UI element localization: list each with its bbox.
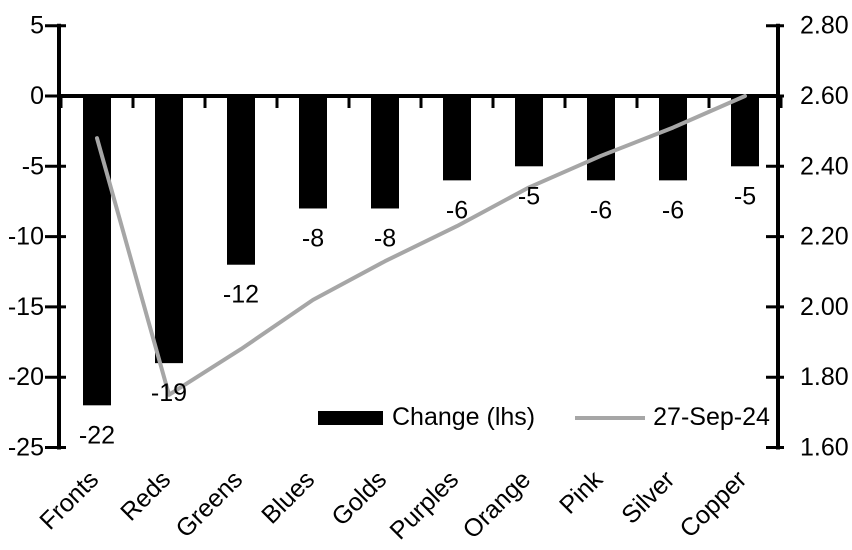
bar-value-label: -22	[79, 421, 115, 449]
bar-pink	[587, 96, 615, 181]
left-axis-tick-label: -15	[8, 293, 44, 321]
category-label-greens: Greens	[170, 465, 248, 543]
category-label-fronts: Fronts	[34, 465, 104, 535]
bar-value-label: -6	[662, 196, 684, 224]
bar-fronts	[83, 96, 111, 406]
line-series-swatch	[575, 415, 646, 420]
category-label-pink: Pink	[554, 465, 609, 520]
bar-value-label: -5	[518, 182, 540, 210]
bar-blues	[299, 96, 327, 209]
bar-value-label: -5	[734, 182, 756, 210]
bar-value-label: -12	[223, 281, 259, 309]
bar-reds	[155, 96, 183, 364]
category-label-orange: Orange	[457, 465, 536, 544]
category-label-blues: Blues	[256, 465, 320, 529]
bar-greens	[227, 96, 255, 265]
line-series	[95, 94, 747, 397]
category-label-copper: Copper	[674, 465, 752, 543]
bar-orange	[515, 96, 543, 167]
right-axis-tick-label: 1.80	[800, 363, 849, 391]
chart-legend: Change (lhs) 27-Sep-24	[318, 403, 770, 432]
bar-purples	[443, 96, 471, 181]
bar-copper	[731, 96, 759, 167]
bar-value-label: -6	[590, 196, 612, 224]
bar-value-label: -6	[446, 196, 468, 224]
legend-item-date: 27-Sep-24	[575, 403, 770, 432]
bar-series-swatch	[318, 410, 383, 425]
bar-value-label: -8	[302, 224, 324, 252]
category-label-golds: Golds	[326, 465, 392, 531]
left-axis-tick-label: -25	[8, 434, 44, 462]
bar-golds	[371, 96, 399, 209]
left-axis-tick-label: -5	[22, 152, 44, 180]
legend-label-change: Change (lhs)	[392, 403, 536, 431]
right-axis-tick-label: 2.60	[800, 82, 849, 110]
left-axis-tick-label: 0	[30, 82, 44, 110]
legend-item-change: Change (lhs)	[318, 403, 535, 432]
right-axis-tick-label: 2.20	[800, 223, 849, 251]
category-label-reds: Reds	[115, 465, 176, 526]
right-axis-tick-label: 2.80	[800, 12, 849, 40]
bar-silver	[659, 96, 687, 181]
category-label-silver: Silver	[616, 465, 680, 529]
right-axis-tick-label: 2.00	[800, 293, 849, 321]
right-axis-tick-label: 1.60	[800, 434, 849, 462]
left-axis-tick-label: 5	[30, 12, 44, 40]
left-axis-tick-label: -20	[8, 363, 44, 391]
bar-value-label: -19	[151, 379, 187, 407]
left-axis-tick-label: -10	[8, 223, 44, 251]
right-axis-tick-label: 2.40	[800, 152, 849, 180]
category-label-purples: Purples	[385, 465, 465, 545]
bar-value-label: -8	[374, 224, 396, 252]
legend-label-date: 27-Sep-24	[653, 403, 770, 431]
